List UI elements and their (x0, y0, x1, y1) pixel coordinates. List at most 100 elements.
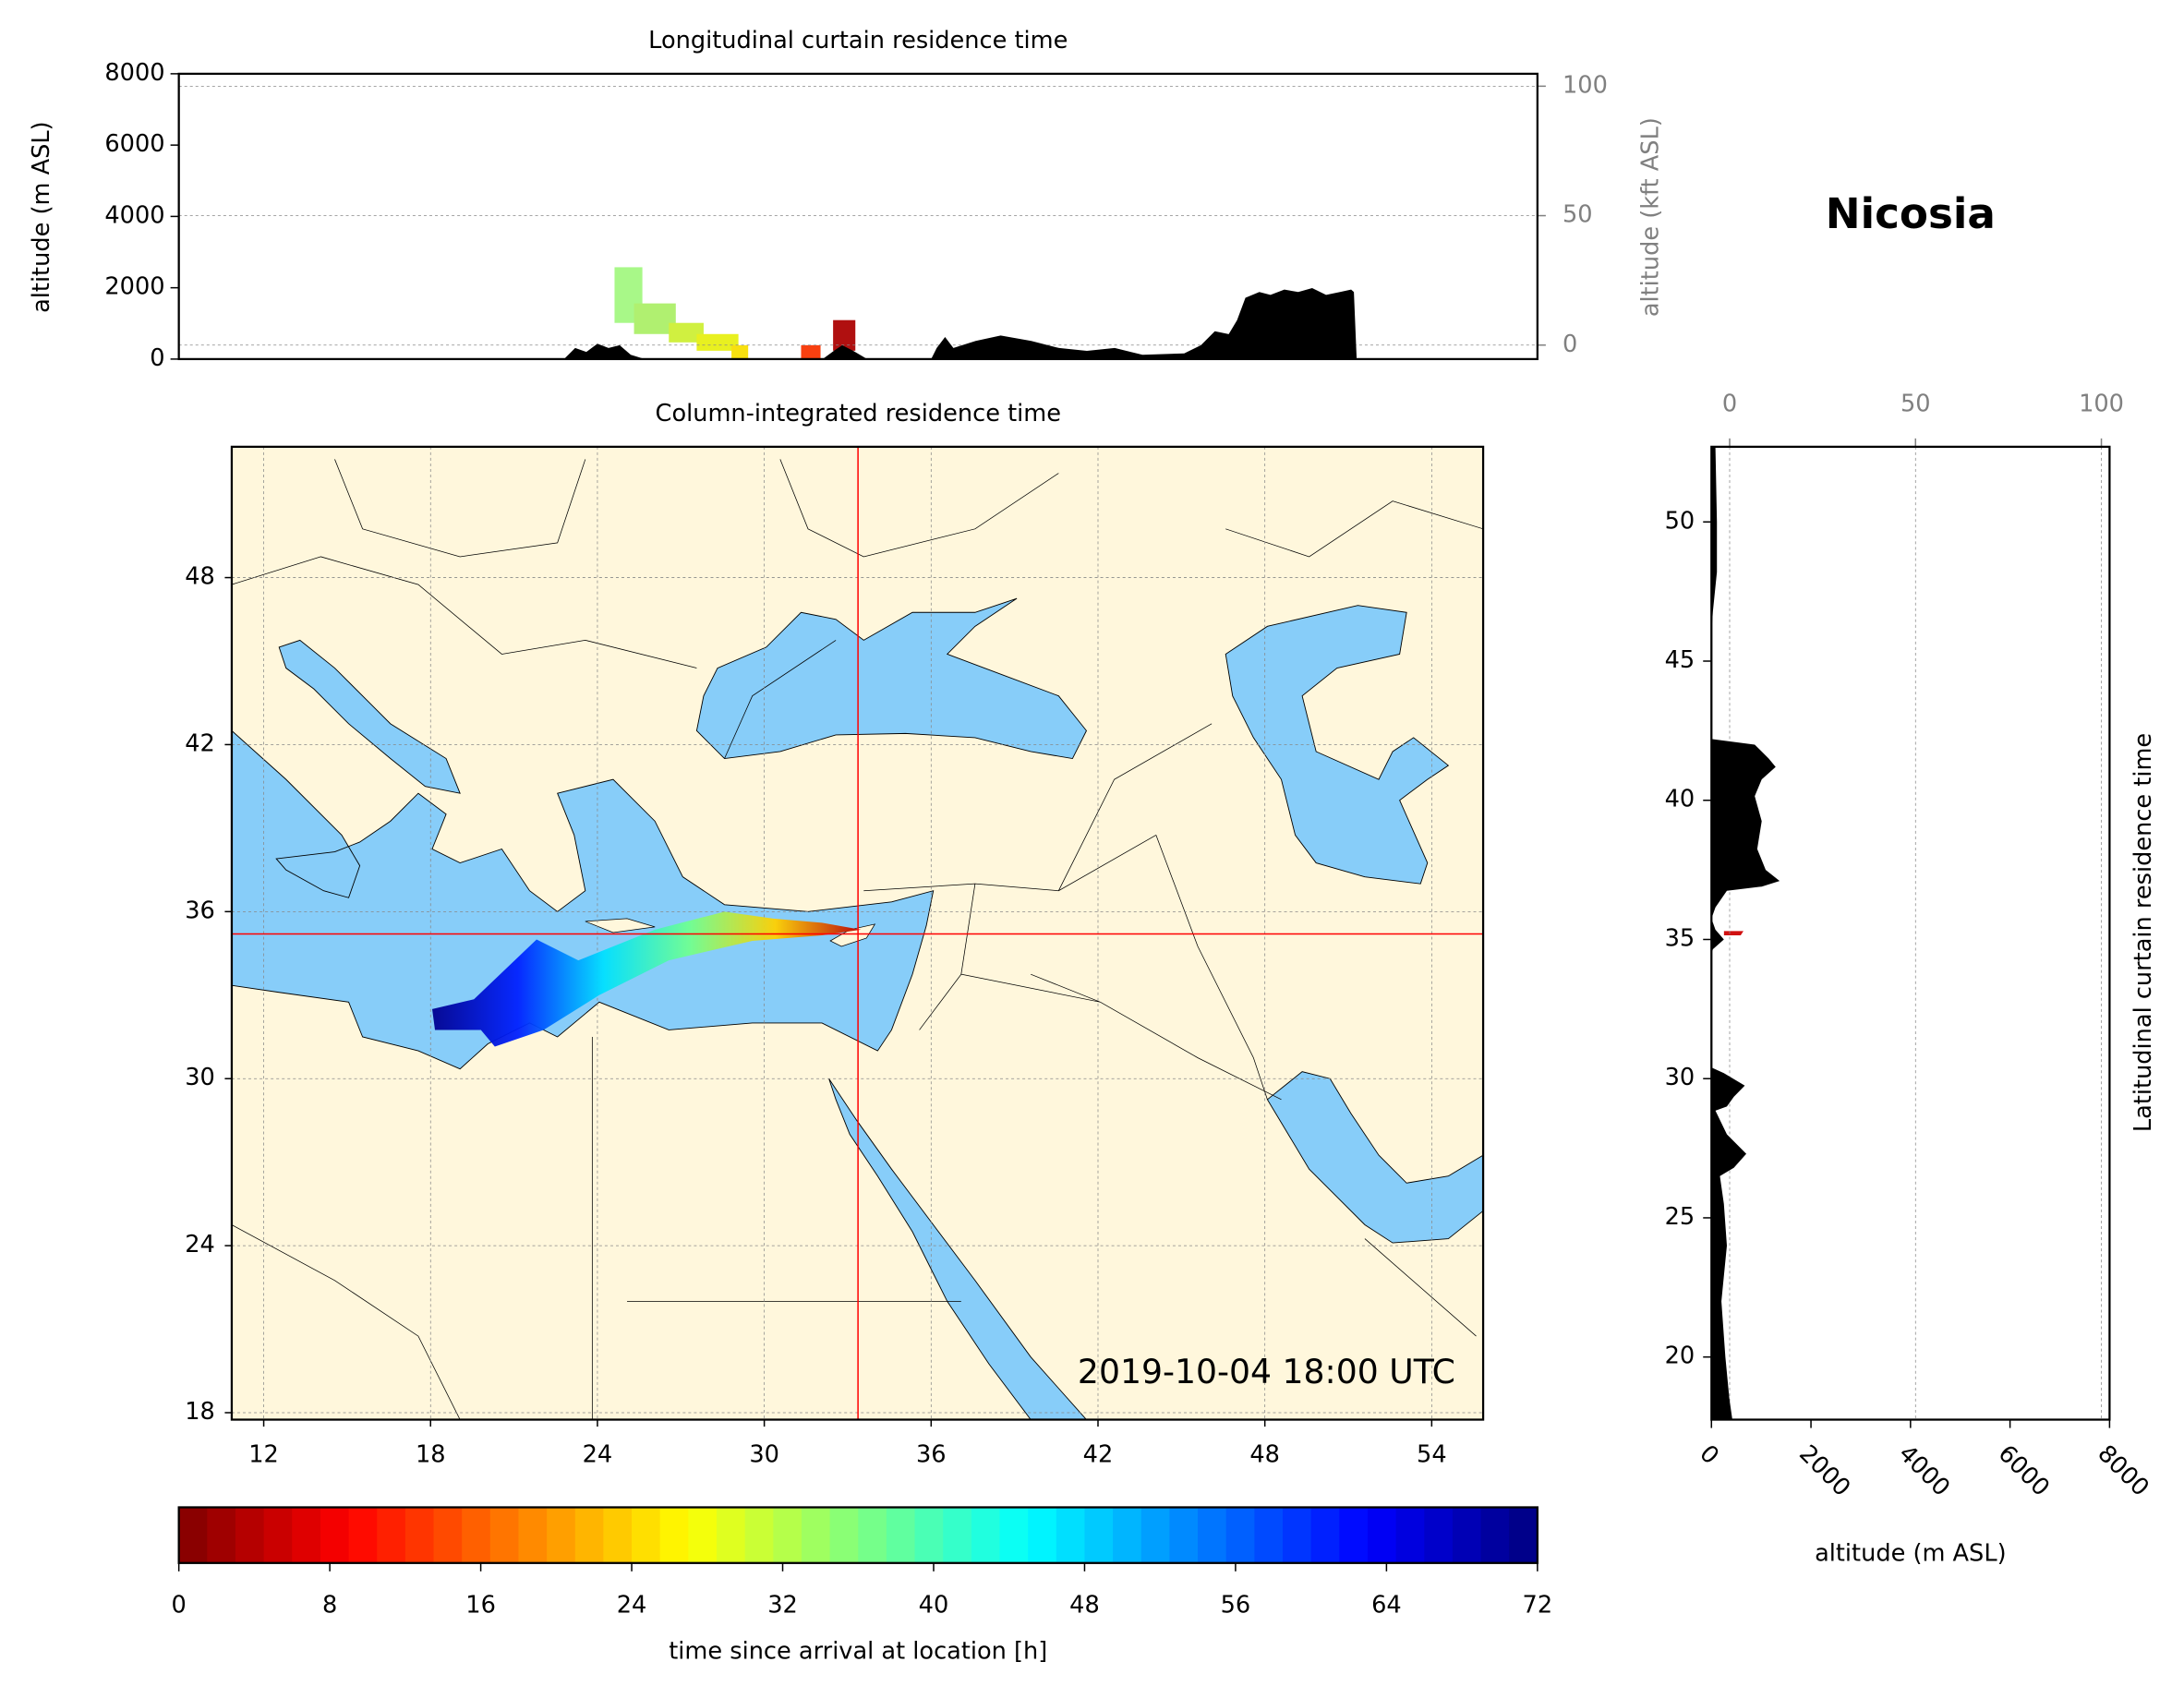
color-segment (717, 1507, 746, 1563)
color-segment (1254, 1507, 1284, 1563)
y-tick-label: 0 (150, 344, 164, 372)
color-segment (320, 1507, 350, 1563)
x2-tick-label: 100 (2079, 391, 2124, 418)
x-tick-label: 2000 (1793, 1439, 1855, 1501)
y-tick-label: 36 (185, 897, 215, 924)
sea (828, 1078, 1088, 1420)
x-tick-label: 54 (1417, 1441, 1447, 1469)
y-tick-label: 6000 (104, 130, 164, 158)
border (231, 459, 1484, 1420)
color-segment (292, 1507, 321, 1563)
x2-tick-label: 0 (1722, 391, 1737, 418)
color-segment (1283, 1507, 1312, 1563)
color-segment (659, 1507, 690, 1563)
y-tick-label: 25 (1665, 1203, 1695, 1231)
y-tick-label: 2000 (104, 273, 164, 301)
color-segment (886, 1507, 916, 1563)
color-segment (1113, 1507, 1142, 1563)
x-tick-label: 16 (465, 1592, 496, 1620)
color-segment (235, 1507, 265, 1563)
x-tick-label: 8000 (2092, 1439, 2154, 1501)
color-segment (943, 1507, 972, 1563)
crete (585, 918, 656, 933)
color-segment (1310, 1507, 1341, 1563)
color-segment (207, 1507, 236, 1563)
y-tick-label: 48 (185, 563, 215, 591)
x-tick-label: 18 (416, 1441, 446, 1469)
x-tick-label: 4000 (1893, 1439, 1955, 1501)
color-segment (688, 1507, 718, 1563)
color-segment (263, 1507, 294, 1563)
y2-tick-label: 50 (1563, 201, 1593, 229)
x-tick-label: 8 (322, 1592, 337, 1620)
terrain-profile (1711, 446, 1780, 1420)
color-segment (433, 1507, 463, 1563)
chart-title: Column-integrated residence time (656, 400, 1061, 428)
color-segment (1452, 1507, 1482, 1563)
y-tick-label: 20 (1665, 1343, 1695, 1370)
color-segment (1198, 1507, 1227, 1563)
y-tick-label: 30 (185, 1064, 215, 1091)
x2-tick-label: 50 (1900, 391, 1931, 418)
sea (1225, 605, 1450, 885)
y-tick-label: 30 (1665, 1064, 1695, 1091)
plume (432, 911, 862, 1047)
location-title: Nicosia (1826, 189, 1996, 238)
x-tick-label: 48 (1249, 1441, 1280, 1469)
color-segment (1367, 1507, 1397, 1563)
color-segment (1480, 1507, 1510, 1563)
y2-tick-label: 100 (1563, 71, 1608, 99)
axes-frame (230, 445, 1485, 1421)
color-segment (858, 1507, 887, 1563)
y-tick-label: 42 (185, 729, 215, 757)
color-segment (1339, 1507, 1369, 1563)
x-tick-label: 30 (749, 1441, 779, 1469)
color-segment (829, 1507, 860, 1563)
color-segment (801, 1507, 831, 1563)
color-segment (1140, 1507, 1171, 1563)
x-tick-label: 56 (1221, 1592, 1251, 1620)
x-axis-label: altitude (m ASL) (1815, 1540, 2007, 1568)
color-segment (377, 1507, 406, 1563)
y-tick-label: 50 (1665, 507, 1695, 535)
color-segment (632, 1507, 661, 1563)
y2-axis-label: altitude (kft ASL) (1636, 117, 1664, 317)
color-segment (574, 1507, 605, 1563)
color-segment (518, 1507, 548, 1563)
x-tick-label: 12 (248, 1441, 279, 1469)
color-segment (603, 1507, 633, 1563)
color-segment (178, 1507, 209, 1563)
x-tick-label: 0 (1694, 1439, 1724, 1470)
y-tick-label: 35 (1665, 924, 1695, 952)
color-segment (1225, 1507, 1256, 1563)
y-tick-label: 24 (185, 1231, 215, 1258)
curtain-plume (1723, 931, 1744, 935)
color-segment (914, 1507, 944, 1563)
x-tick-label: 40 (919, 1592, 949, 1620)
color-segment (773, 1507, 802, 1563)
color-segment (462, 1507, 491, 1563)
y-tick-label: 40 (1665, 786, 1695, 813)
sea (1266, 1071, 1484, 1244)
axes-frame (1710, 445, 2111, 1421)
color-segment (1395, 1507, 1426, 1563)
y-tick-label: 45 (1665, 646, 1695, 674)
color-segment (348, 1507, 378, 1563)
color-segment (1084, 1507, 1114, 1563)
x-tick-label: 36 (916, 1441, 947, 1469)
color-segment (744, 1507, 775, 1563)
curtain-plume (614, 267, 856, 359)
x-tick-label: 64 (1371, 1592, 1402, 1620)
color-segment (1424, 1507, 1454, 1563)
y-axis-label: altitude (m ASL) (28, 121, 55, 313)
color-segment (547, 1507, 576, 1563)
x-tick-label: 72 (1523, 1592, 1553, 1620)
y-tick-label: 8000 (104, 59, 164, 87)
axes-frame (177, 1506, 1538, 1564)
color-segment (489, 1507, 520, 1563)
colorbar-label: time since arrival at location [h] (669, 1637, 1047, 1665)
color-segment (1028, 1507, 1057, 1563)
y2-tick-label: 0 (1563, 331, 1577, 358)
y-tick-label: 4000 (104, 201, 164, 229)
